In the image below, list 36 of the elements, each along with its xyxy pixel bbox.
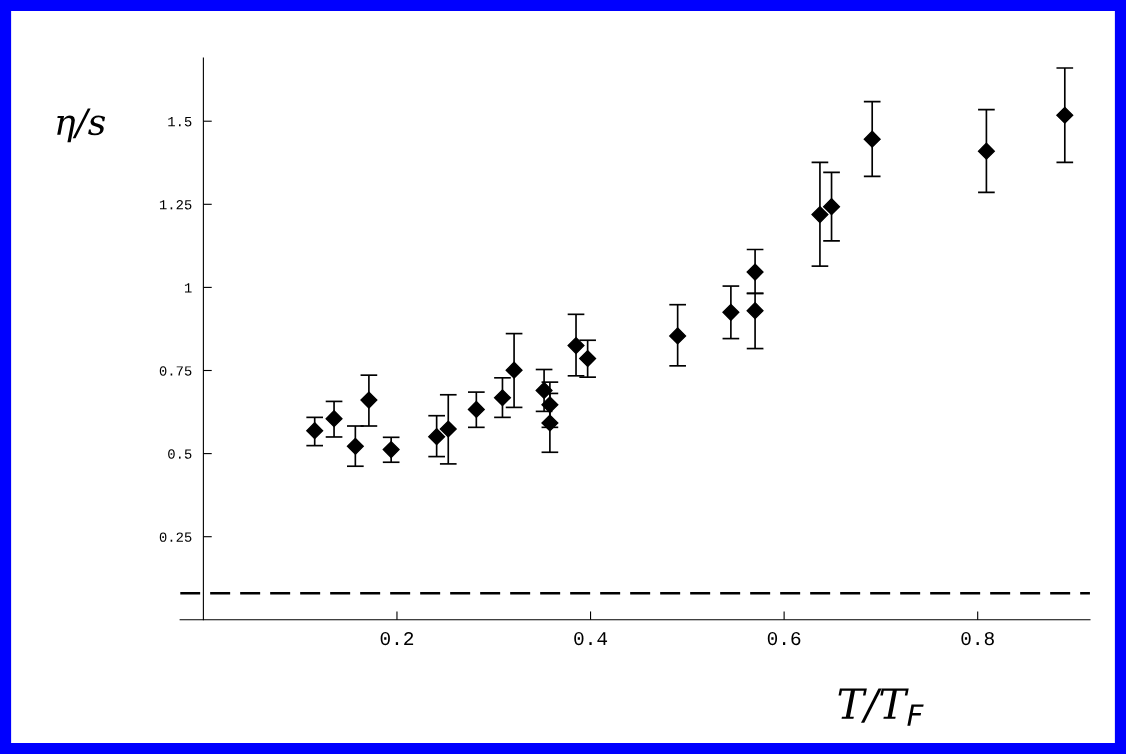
y-tick-label: 0.5 [168,449,192,459]
point [863,130,881,148]
point [493,389,512,407]
y-tick-label: 1.25 [159,200,192,210]
y-axis-title: η/s [57,108,106,143]
point [382,441,400,459]
point [722,303,740,321]
x-tick-label: 0.6 [767,631,801,646]
point [535,381,553,399]
y-tick-label: 1.5 [168,117,192,127]
x-tick-label: 0.4 [574,631,608,646]
y-tick-label: 0.25 [159,532,192,542]
point [325,410,343,428]
point [669,327,687,345]
y-tick-label: 1 [184,283,192,293]
point [346,437,364,455]
point [541,414,559,432]
point [360,391,378,409]
point [811,206,829,224]
x-tick-label: 0.2 [380,631,414,646]
point [1056,106,1074,124]
point [428,428,446,446]
point [822,198,841,216]
y-tick-label: 0.75 [159,366,192,376]
point [746,263,764,281]
point [306,422,324,440]
point [467,400,485,418]
point [439,420,457,438]
point [567,337,585,355]
point [505,361,523,379]
point [541,396,559,414]
point [746,302,764,320]
x-axis-title: T/T$_{F}$ [838,688,924,726]
point [579,349,597,368]
x-tick-label: 0.8 [961,631,994,646]
point [977,142,995,160]
